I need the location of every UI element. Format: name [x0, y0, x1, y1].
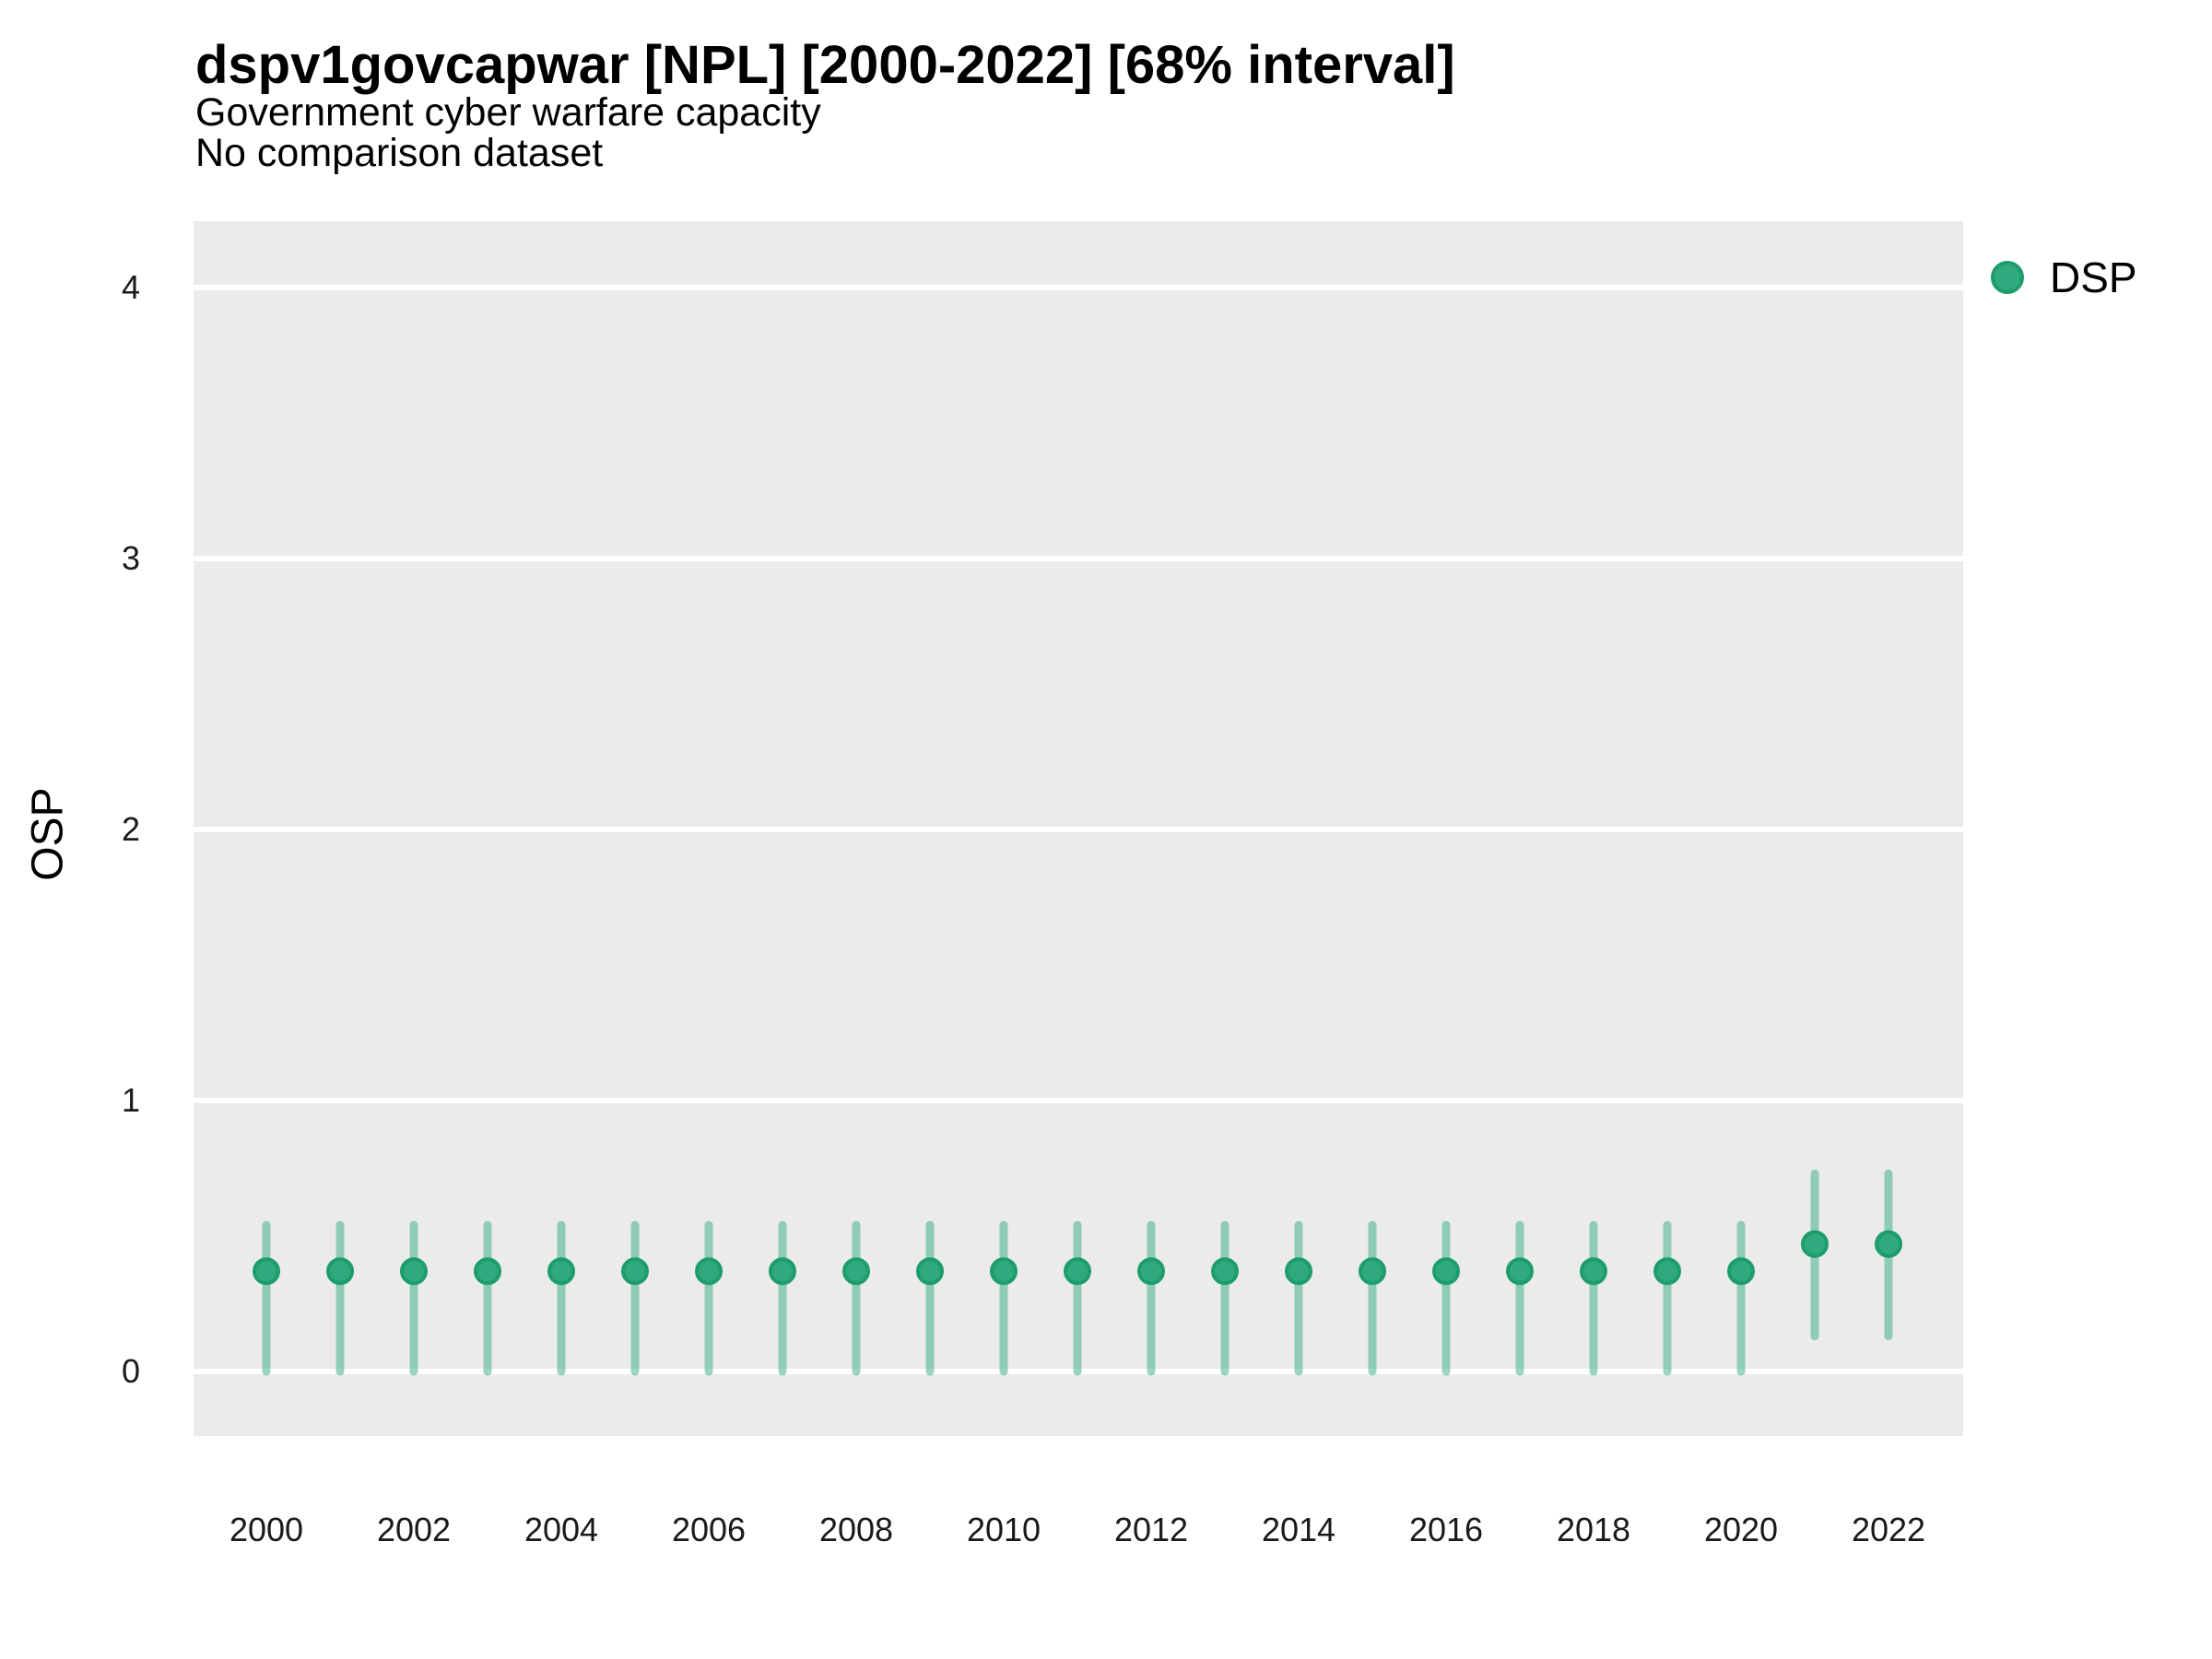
data-point-2001[interactable] [326, 1257, 354, 1286]
data-point-2008[interactable] [842, 1257, 870, 1286]
y-tick-label-2: 2 [122, 810, 140, 848]
legend-item-dsp[interactable]: DSP [1991, 253, 2137, 302]
x-tick-label-2002: 2002 [377, 1511, 451, 1548]
data-point-2020[interactable] [1727, 1257, 1755, 1286]
data-point-2021[interactable] [1801, 1230, 1829, 1258]
data-point-2015[interactable] [1359, 1257, 1386, 1286]
data-point-2019[interactable] [1653, 1257, 1681, 1286]
data-point-2014[interactable] [1285, 1257, 1312, 1286]
data-point-2002[interactable] [400, 1257, 428, 1286]
x-tick-label-2018: 2018 [1557, 1511, 1630, 1548]
legend-dot-icon [1991, 261, 2024, 294]
chart-title: dspv1govcapwar [NPL] [2000-2022] [68% in… [195, 35, 1455, 95]
data-point-2022[interactable] [1875, 1230, 1902, 1258]
x-tick-label-2008: 2008 [819, 1511, 893, 1548]
data-point-2011[interactable] [1064, 1257, 1091, 1286]
x-tick-label-2010: 2010 [967, 1511, 1041, 1548]
data-point-2010[interactable] [990, 1257, 1018, 1286]
data-point-2013[interactable] [1211, 1257, 1239, 1286]
data-point-2016[interactable] [1432, 1257, 1460, 1286]
data-point-2003[interactable] [474, 1257, 501, 1286]
x-tick-label-2014: 2014 [1262, 1511, 1335, 1548]
y-tick-label-0: 0 [122, 1352, 140, 1390]
x-tick-label-2022: 2022 [1852, 1511, 1925, 1548]
x-tick-label-2000: 2000 [229, 1511, 303, 1548]
comparison-note: No comparison dataset [195, 131, 604, 175]
y-axis-label: OSP [23, 787, 73, 881]
data-point-2006[interactable] [695, 1257, 723, 1286]
data-point-2007[interactable] [769, 1257, 796, 1286]
data-point-2009[interactable] [916, 1257, 944, 1286]
chart-subtitle: Government cyber warfare capacity [195, 90, 821, 135]
y-tick-label-1: 1 [122, 1081, 140, 1119]
data-point-2004[interactable] [547, 1257, 575, 1286]
x-tick-label-2012: 2012 [1114, 1511, 1188, 1548]
y-tick-label-4: 4 [122, 268, 140, 306]
legend-label: DSP [2050, 253, 2137, 301]
x-tick-label-2004: 2004 [524, 1511, 598, 1548]
legend: DSP [1991, 253, 2137, 302]
y-tick-label-3: 3 [122, 539, 140, 577]
data-point-2017[interactable] [1506, 1257, 1534, 1286]
x-tick-label-2016: 2016 [1409, 1511, 1483, 1548]
data-point-2005[interactable] [621, 1257, 649, 1286]
x-tick-label-2006: 2006 [672, 1511, 746, 1548]
x-tick-label-2020: 2020 [1704, 1511, 1778, 1548]
data-point-2012[interactable] [1137, 1257, 1165, 1286]
data-point-2018[interactable] [1580, 1257, 1607, 1286]
data-point-2000[interactable] [253, 1257, 280, 1286]
